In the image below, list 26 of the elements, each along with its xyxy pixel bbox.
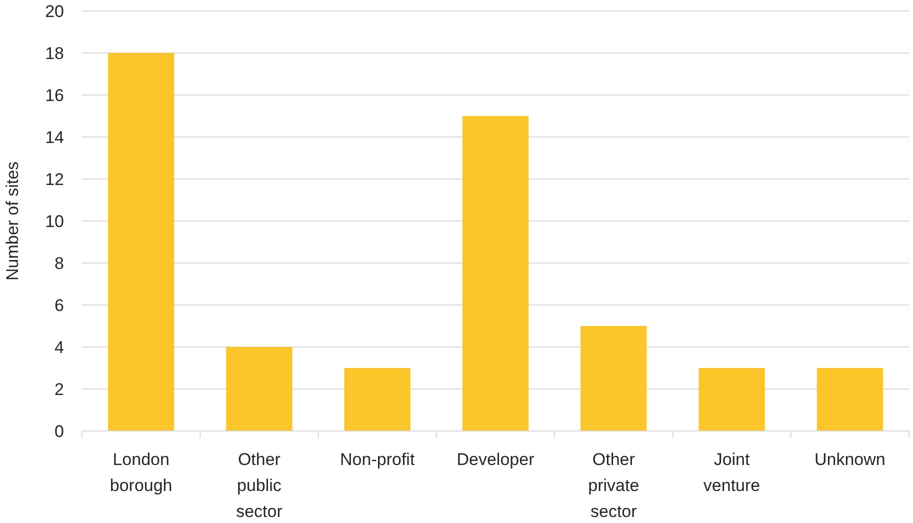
- bar: [698, 368, 765, 431]
- x-tick-label: Other private sector: [588, 450, 640, 521]
- x-tick-label: London borough: [110, 450, 172, 495]
- y-tick-label: 18: [45, 44, 64, 63]
- y-tick-label: 4: [54, 338, 64, 357]
- bar: [108, 53, 174, 431]
- y-tick-label: 16: [45, 86, 64, 105]
- bar: [344, 368, 410, 431]
- y-tick-label: 12: [45, 170, 64, 189]
- x-tick-label: Joint venture: [703, 450, 760, 495]
- y-tick-label: 2: [54, 380, 64, 399]
- y-tick-label: 0: [54, 422, 64, 441]
- bar: [816, 368, 884, 431]
- bar: [462, 116, 529, 431]
- x-tick-label: Unknown: [814, 450, 886, 469]
- y-axis-title: Number of sites: [3, 161, 22, 281]
- bar: [580, 326, 647, 431]
- y-tick-label: 10: [45, 212, 64, 231]
- bar: [226, 347, 292, 431]
- y-tick-label: 20: [45, 2, 64, 21]
- y-tick-label: 8: [54, 254, 64, 273]
- x-tick-label: Developer: [456, 450, 535, 469]
- y-tick-label: 6: [54, 296, 64, 315]
- x-tick-label: Other public sector: [236, 450, 283, 521]
- x-tick-label: Non-profit: [340, 450, 415, 469]
- y-tick-label: 14: [45, 128, 64, 147]
